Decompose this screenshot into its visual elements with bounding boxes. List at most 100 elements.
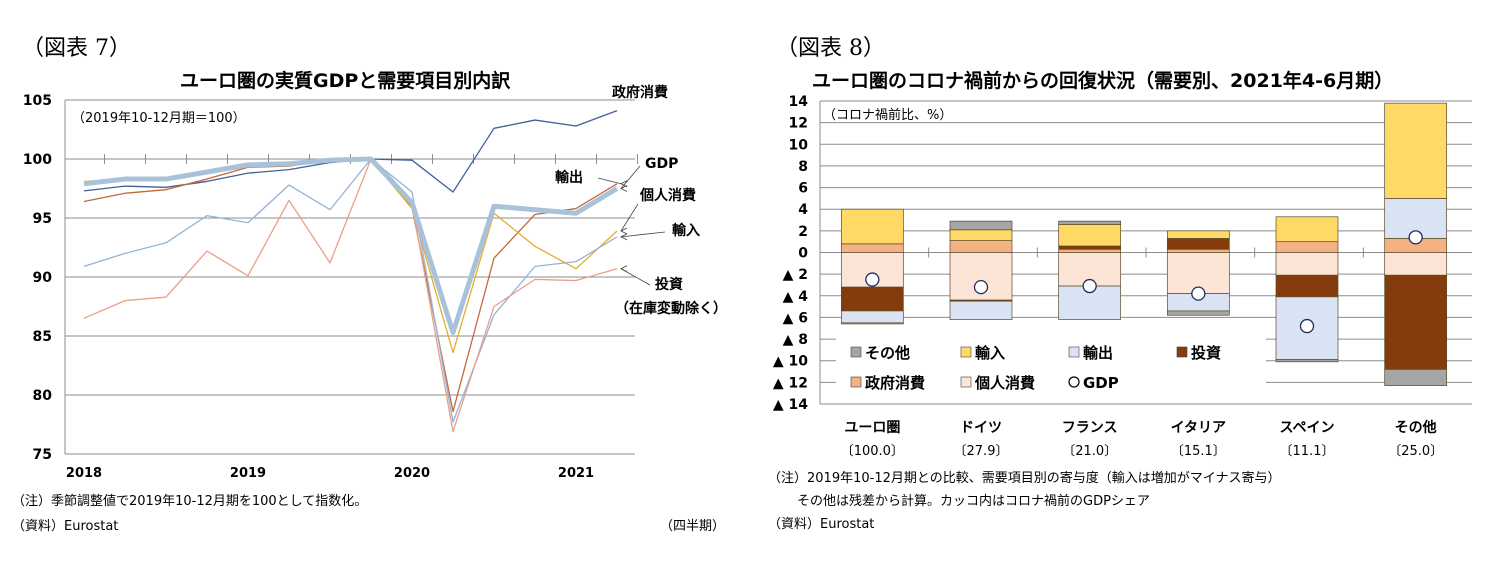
y-tick-label: ▲ 10	[773, 354, 808, 370]
y-tick-label: 10	[789, 137, 809, 153]
category-share: 〔15.1〕	[1171, 444, 1226, 459]
bar-segment-投資	[1275, 274, 1339, 298]
y-tick-labels: ▲ 14 ▲ 12 ▲ 10 ▲ 8 ▲ 6 ▲ 4 ▲ 2 0 2 4 6 8 10 12 14	[773, 94, 808, 413]
y-tick-label: 12	[789, 116, 808, 132]
figure-8-label: （図表 8）	[776, 36, 885, 61]
gdp-marker	[1082, 278, 1097, 294]
category-share: 〔11.1〕	[1280, 444, 1335, 459]
legend-label: その他	[865, 344, 910, 362]
legend-square-icon	[1176, 346, 1188, 358]
bar-segment-輸出	[949, 300, 1013, 320]
annotation-label: 個人消費	[639, 187, 696, 204]
bar-segment-投資	[1058, 245, 1122, 250]
figure-7-source: （資料）Eurostat	[12, 519, 119, 534]
annotation-label: （在庫変動除く）	[615, 300, 727, 317]
y-tick-label: 95	[33, 211, 52, 227]
y-tick-label: ▲ 4	[783, 289, 809, 305]
annotation-label: 輸出	[555, 169, 583, 186]
legend-square-icon	[1068, 346, 1080, 358]
x-tick-labels: 2018 2019 2020 2021	[66, 466, 594, 481]
series-line-GDP	[83, 156, 619, 335]
annotation-label: 投資	[655, 276, 683, 293]
legend-circle-icon	[1068, 376, 1080, 388]
bar-segment-その他	[1275, 359, 1339, 363]
series-lines	[83, 110, 619, 433]
x-tick-label: 2021	[558, 466, 594, 481]
y-tick-label: ▲ 14	[773, 397, 808, 413]
annotation-label: 政府消費	[612, 84, 668, 101]
legend-label: 輸出	[1083, 344, 1113, 362]
bar-segment-輸入	[1384, 102, 1448, 199]
bar-segment-政府消費	[840, 243, 904, 253]
legend-label: 投資	[1191, 344, 1221, 362]
bar-segment-その他	[840, 322, 904, 325]
bar-segment-政府消費	[1058, 248, 1122, 253]
y-tick-label: 75	[33, 447, 52, 463]
x-tick-label: 2020	[394, 466, 430, 481]
category-labels: ユーロ圏〔100.0〕 ドイツ〔27.9〕 フランス〔21.0〕 イタリア〔15.1〕…	[841, 419, 1443, 459]
bar-segment-輸入	[840, 208, 904, 245]
category-label: スペイン	[1279, 420, 1334, 436]
y-tick-label: 2	[798, 224, 808, 240]
series-line-輸入	[83, 158, 618, 423]
bar-segment-輸入	[1275, 216, 1339, 243]
annotation-arrow	[620, 231, 666, 238]
category-share: 〔100.0〕	[841, 444, 904, 459]
legend-square-icon	[960, 376, 972, 388]
figure-7-unit-note: （2019年10-12月期＝100）	[72, 111, 246, 126]
legend-label: 政府消費	[865, 374, 925, 392]
x-tick-label: 2018	[66, 466, 102, 481]
annotation-arrow	[597, 177, 622, 185]
figure-8-unit-note: （コロナ禍前比、%）	[823, 108, 953, 123]
annotation-arrow	[620, 203, 639, 232]
legend-label: 輸入	[975, 344, 1005, 362]
category-share: 〔21.0〕	[1062, 444, 1117, 459]
bar-segment-投資	[1384, 274, 1448, 370]
y-gridlines	[64, 99, 638, 455]
annotation-label: 輸入	[672, 222, 700, 239]
y-tick-label: 6	[798, 181, 808, 197]
category-label: ユーロ圏	[844, 420, 900, 436]
bar-segment-投資	[840, 286, 904, 312]
gdp-markers	[865, 230, 1423, 334]
arrowhead-icon	[620, 180, 628, 188]
bar-segment-政府消費	[1275, 241, 1339, 253]
figure-7-label: （図表 7）	[22, 36, 131, 61]
category-label: イタリア	[1171, 420, 1226, 436]
bar-segment-その他	[1058, 220, 1122, 225]
x-tick-label: 2019	[230, 466, 266, 481]
figure-8-note-1: （注）2019年10-12月期との比較、需要項目別の寄与度（輸入は増加がマイナス…	[768, 471, 1281, 486]
bar-segment-政府消費	[1166, 248, 1230, 253]
y-tick-label: 8	[798, 159, 808, 175]
arrowhead-icon	[620, 185, 628, 192]
legend-label: 個人消費	[974, 374, 1035, 392]
arrowhead-icon	[620, 227, 628, 235]
bar-segment-個人消費	[1384, 252, 1448, 276]
figure-8-source: （資料）Eurostat	[768, 517, 875, 532]
legend-square-icon	[850, 346, 862, 358]
y-tick-label: 85	[33, 329, 52, 345]
series-line-投資（在庫変動除く）	[83, 158, 618, 433]
bar-segment-その他	[1384, 369, 1448, 386]
bar-segment-個人消費	[1275, 252, 1339, 276]
legend-square-icon	[960, 346, 972, 358]
y-tick-label: ▲ 2	[783, 267, 808, 283]
category-share: 〔27.9〕	[954, 444, 1009, 459]
y-tick-label: 80	[33, 388, 53, 404]
figure-7-title: ユーロ圏の実質GDPと需要項目別内訳	[180, 70, 511, 92]
gdp-marker	[1299, 318, 1315, 334]
legend-label: GDP	[1083, 374, 1119, 392]
gdp-marker	[1408, 230, 1423, 245]
y-tick-label: ▲ 8	[783, 332, 808, 348]
bar-segment-投資	[1166, 238, 1230, 250]
arrowhead-icon	[620, 233, 628, 241]
bar-segment-政府消費	[949, 240, 1013, 253]
category-share: 〔25.0〕	[1388, 444, 1443, 459]
y-tick-label: 90	[33, 270, 53, 286]
annotation-label: GDP	[645, 156, 678, 172]
category-label: その他	[1395, 419, 1437, 436]
